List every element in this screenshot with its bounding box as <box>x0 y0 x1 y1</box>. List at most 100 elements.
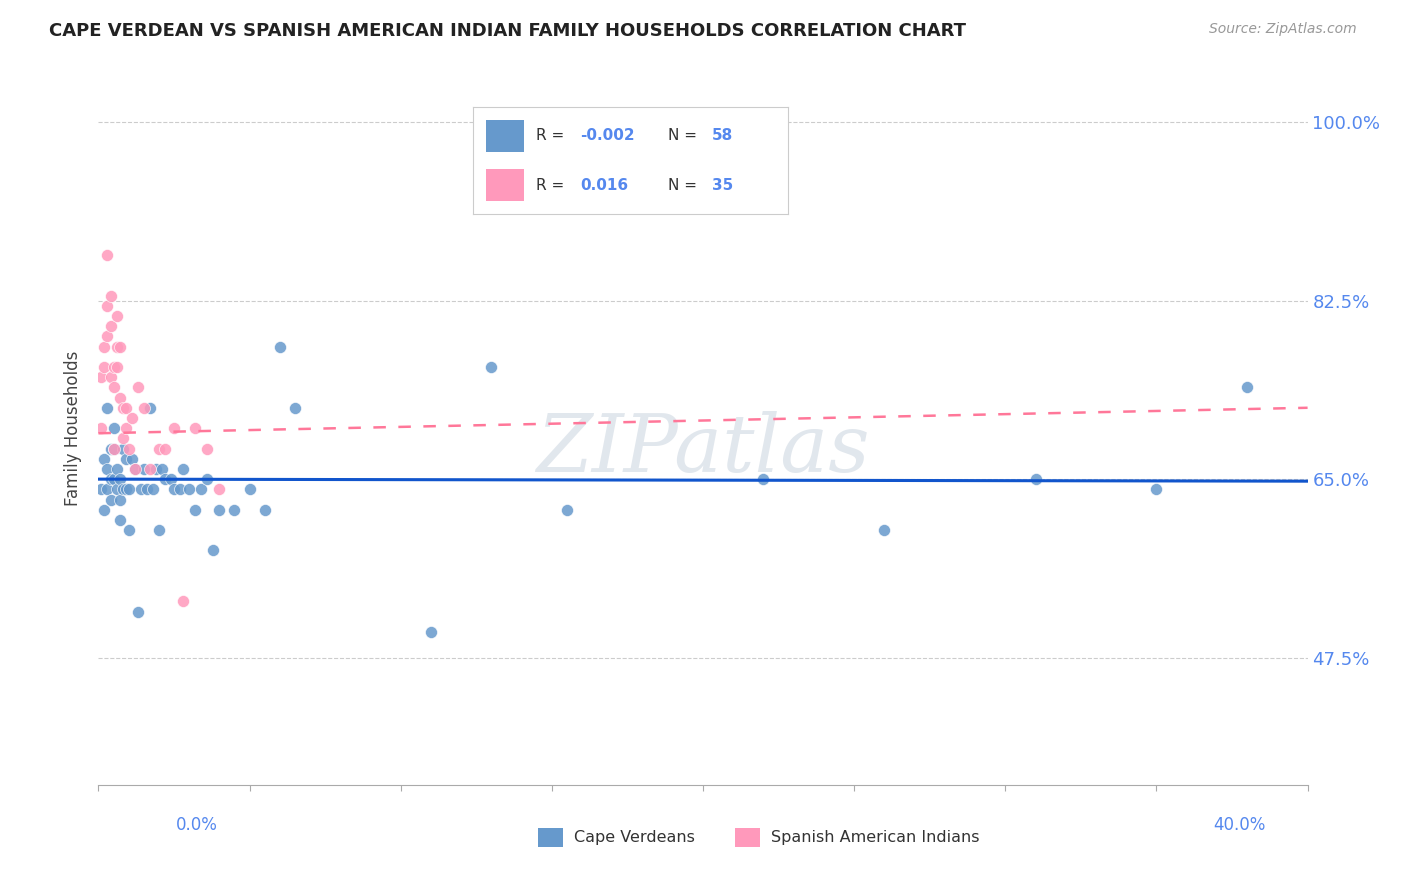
Point <box>100 288 122 302</box>
Point <box>96 329 118 343</box>
Point <box>555 502 578 516</box>
Point <box>111 442 134 456</box>
Point <box>169 483 191 497</box>
Point <box>124 462 146 476</box>
Text: 40.0%: 40.0% <box>1213 816 1265 834</box>
Point <box>142 483 165 497</box>
Point <box>93 502 115 516</box>
Point <box>100 492 122 507</box>
Point <box>195 442 218 456</box>
Point <box>135 483 157 497</box>
Point <box>111 483 134 497</box>
Point <box>172 594 194 608</box>
Point <box>420 625 443 640</box>
Point <box>90 483 112 497</box>
Point <box>100 472 122 486</box>
Point <box>139 401 162 415</box>
Point <box>105 309 128 323</box>
Point <box>195 472 218 486</box>
Point <box>96 483 118 497</box>
Point <box>127 380 149 394</box>
Point <box>148 442 170 456</box>
Text: Spanish American Indians: Spanish American Indians <box>772 830 980 845</box>
Point <box>105 340 128 354</box>
Point <box>1236 380 1258 394</box>
Point <box>105 483 128 497</box>
Point <box>284 401 307 415</box>
Text: CAPE VERDEAN VS SPANISH AMERICAN INDIAN FAMILY HOUSEHOLDS CORRELATION CHART: CAPE VERDEAN VS SPANISH AMERICAN INDIAN … <box>49 22 966 40</box>
Point <box>269 340 291 354</box>
Point <box>103 380 125 394</box>
Point <box>93 451 115 466</box>
Point <box>103 442 125 456</box>
Point <box>121 411 143 425</box>
Point <box>118 483 141 497</box>
Point <box>163 421 186 435</box>
Point <box>100 319 122 334</box>
Point <box>145 462 167 476</box>
Point <box>132 462 155 476</box>
Point <box>172 462 194 476</box>
Point <box>150 462 173 476</box>
Point <box>752 472 775 486</box>
Text: Source: ZipAtlas.com: Source: ZipAtlas.com <box>1209 22 1357 37</box>
Point <box>90 421 112 435</box>
Point <box>184 502 207 516</box>
Point <box>239 483 262 497</box>
Text: Cape Verdeans: Cape Verdeans <box>575 830 695 845</box>
Point <box>132 401 155 415</box>
Point <box>190 483 212 497</box>
Point <box>1144 483 1167 497</box>
Y-axis label: Family Households: Family Households <box>65 351 83 506</box>
Point <box>96 299 118 313</box>
Point <box>114 451 136 466</box>
Point <box>124 462 146 476</box>
Point <box>108 472 131 486</box>
Point <box>208 502 231 516</box>
Point <box>93 340 115 354</box>
Point <box>153 472 176 486</box>
Point <box>118 523 141 537</box>
Point <box>111 401 134 415</box>
Point <box>96 248 118 262</box>
Point <box>153 442 176 456</box>
Point <box>103 442 125 456</box>
Point <box>105 359 128 374</box>
Point <box>108 513 131 527</box>
Point <box>202 543 225 558</box>
Point <box>100 370 122 384</box>
Point <box>873 523 896 537</box>
Point <box>129 483 152 497</box>
Point <box>179 483 201 497</box>
Point <box>114 421 136 435</box>
Point <box>103 359 125 374</box>
Point <box>253 502 276 516</box>
Point <box>103 421 125 435</box>
Point <box>108 340 131 354</box>
Point <box>108 492 131 507</box>
Point <box>105 462 128 476</box>
Point <box>160 472 183 486</box>
Point <box>114 483 136 497</box>
Point <box>118 442 141 456</box>
Point <box>111 431 134 445</box>
Point <box>100 442 122 456</box>
Point <box>481 359 503 374</box>
Point <box>93 359 115 374</box>
Point <box>108 391 131 405</box>
Point <box>224 502 246 516</box>
Point <box>90 370 112 384</box>
Point <box>127 605 149 619</box>
Point <box>103 472 125 486</box>
Point <box>96 462 118 476</box>
Point <box>96 401 118 415</box>
Point <box>139 462 162 476</box>
Point <box>114 401 136 415</box>
Point <box>163 483 186 497</box>
Text: ZIPatlas: ZIPatlas <box>536 411 870 488</box>
Point <box>148 523 170 537</box>
Text: 0.0%: 0.0% <box>176 816 218 834</box>
Point <box>121 451 143 466</box>
Point <box>1024 472 1046 486</box>
Point <box>184 421 207 435</box>
